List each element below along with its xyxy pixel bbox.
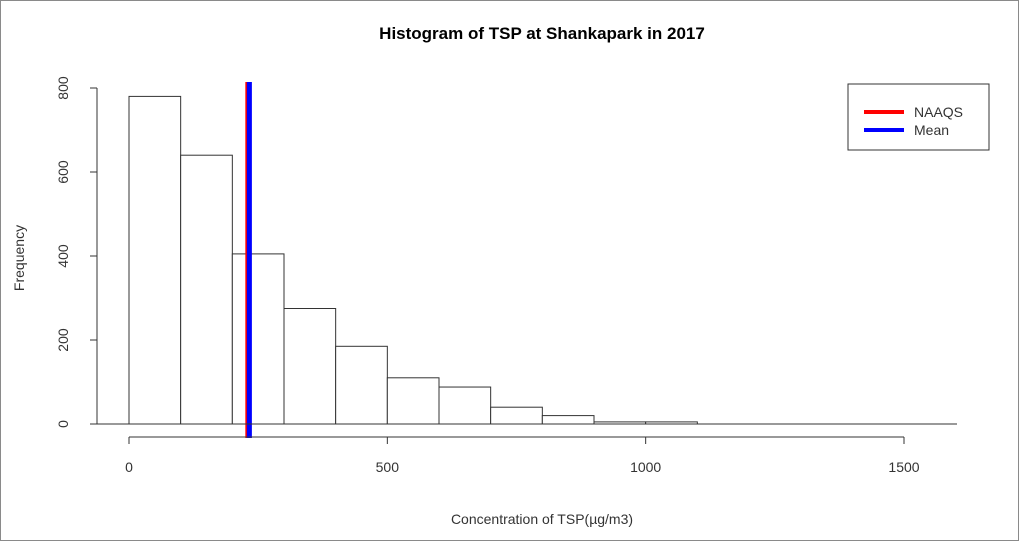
histogram-bar <box>490 406 543 425</box>
y-tick-label: 600 <box>55 160 71 184</box>
y-tick-label: 800 <box>55 76 71 100</box>
histogram-bar <box>231 253 285 425</box>
reference-lines <box>245 82 252 438</box>
legend-mean-label: Mean <box>914 122 949 138</box>
chart-title: Histogram of TSP at Shankapark in 2017 <box>379 24 705 43</box>
y-tick-label: 200 <box>55 328 71 352</box>
histogram-bar <box>335 345 388 425</box>
legend: NAAQS Mean <box>847 83 990 151</box>
legend-box <box>847 83 990 151</box>
y-tick-label: 0 <box>55 420 71 428</box>
y-axis: 0 200 400 600 800 <box>55 76 98 428</box>
x-tick-label: 0 <box>125 459 133 475</box>
x-tick-label: 1000 <box>630 459 661 475</box>
x-tick-label: 500 <box>376 459 400 475</box>
x-axis: 0 500 1000 1500 <box>125 436 920 475</box>
histogram-bar <box>438 386 492 425</box>
x-tick-label: 1500 <box>888 459 919 475</box>
histogram-bars <box>128 95 698 425</box>
histogram-bar <box>283 308 337 425</box>
histogram-bar <box>180 154 233 425</box>
histogram-bar <box>541 415 595 425</box>
histogram-bar <box>386 377 440 425</box>
y-axis-label: Frequency <box>11 225 27 291</box>
histogram-bar <box>128 95 182 425</box>
x-axis-label: Concentration of TSP(µg/m3) <box>451 511 633 527</box>
y-tick-label: 400 <box>55 244 71 268</box>
legend-naaqs-label: NAAQS <box>914 104 963 120</box>
